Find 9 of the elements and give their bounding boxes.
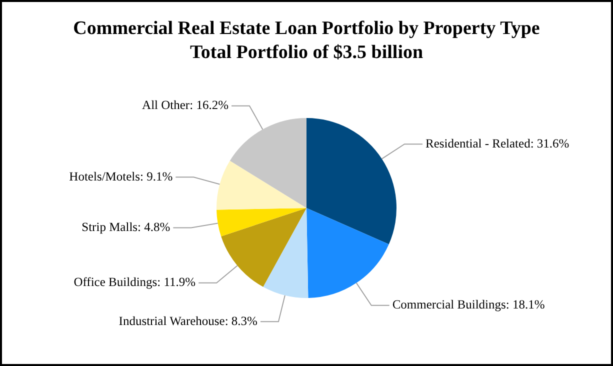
slice-label: Commercial Buildings: 18.1% [392,298,545,312]
slice-label: Residential - Related: 31.6% [425,136,570,150]
chart-subtitle: Total Portfolio of $3.5 billion [190,42,424,63]
slice-label: Hotels/Motels: 9.1% [69,169,173,184]
slice-label: Office Buildings: 11.9% [74,275,196,290]
slice-label: Industrial Warehouse: 8.3% [118,314,258,328]
slice-label: All Other: 16.2% [142,98,228,112]
slice-label: Strip Malls: 4.8% [82,220,170,234]
chart-title: Commercial Real Estate Loan Portfolio by Property Type [73,18,540,39]
